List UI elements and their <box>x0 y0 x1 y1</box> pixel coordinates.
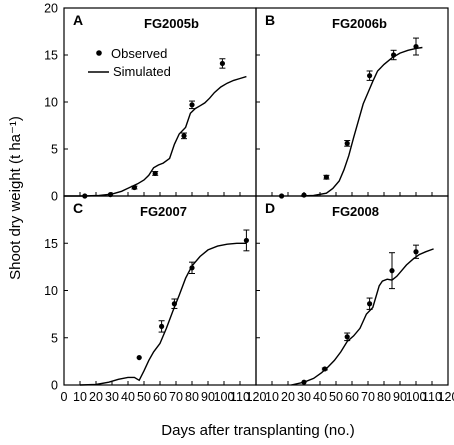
x-tick-label: 40 <box>121 390 135 404</box>
x-tick-label: 70 <box>361 390 375 404</box>
observed-point <box>323 174 329 180</box>
simulated-line <box>79 242 247 386</box>
x-tick-label: 50 <box>137 390 151 404</box>
x-tick-label: 10 <box>265 390 279 404</box>
panel-title: FG2008 <box>332 204 379 219</box>
x-tick-label: 60 <box>153 390 167 404</box>
panel-frame <box>63 195 257 386</box>
x-tick-label: 100 <box>214 390 235 404</box>
observed-point <box>243 237 249 244</box>
panel-title: FG2005b <box>144 16 199 31</box>
observed-point <box>189 265 195 271</box>
legend-simulated-label: Simulated <box>113 64 171 79</box>
observed-point <box>219 60 225 67</box>
y-tick-label: 5 <box>51 331 58 345</box>
x-tick-label: 60 <box>345 390 359 404</box>
x-tick-label: 110 <box>230 390 250 404</box>
observed-point <box>152 170 158 177</box>
observed-point <box>322 366 328 372</box>
y-tick-label: 20 <box>44 2 58 16</box>
x-tick-label: 30 <box>297 390 311 404</box>
observed-point <box>171 301 177 307</box>
panel-frame <box>255 7 449 197</box>
y-tick-label: 0 <box>51 190 58 204</box>
observed-point <box>367 73 373 79</box>
x-tick-label: 40 <box>313 390 327 404</box>
legend: Observed Simulated <box>88 46 171 79</box>
observed-point <box>344 140 350 146</box>
x-tick-label: 0 <box>61 390 68 404</box>
panel-frame <box>255 195 449 386</box>
observed-point <box>389 268 395 274</box>
panel-frame <box>63 7 257 197</box>
panels: 0 5 10 15 20 A FG2005b Observed Simulated B FG2006… <box>44 2 454 405</box>
x-tick-label: 20 <box>281 390 295 404</box>
x-tick-label: 80 <box>185 390 199 404</box>
y-tick-label: 10 <box>44 284 58 298</box>
x-axis-title: Days after transplanting (no.) <box>161 422 354 439</box>
x-tick-label: 20 <box>89 390 103 404</box>
panel-letter: A <box>73 12 83 28</box>
x-tick-label: 80 <box>377 390 391 404</box>
panel-title: FG2007 <box>140 204 187 219</box>
x-tick-label: 100 <box>406 390 427 404</box>
y-tick-label: 0 <box>51 379 58 393</box>
simulated-line <box>64 75 247 197</box>
x-tick-label: 10 <box>73 390 87 404</box>
x-tick-label: 120 <box>246 390 267 404</box>
panel-b: B FG2006b <box>255 7 449 199</box>
observed-point <box>367 301 373 307</box>
observed-point <box>413 249 419 255</box>
y-tick-label: 15 <box>44 49 58 63</box>
x-tick-label: 30 <box>105 390 119 404</box>
observed-point <box>344 334 350 340</box>
observed-point <box>189 102 195 108</box>
panel-a: 0 5 10 15 20 A FG2005b Observed Simulated <box>44 2 257 204</box>
x-tick-label: 110 <box>422 390 442 404</box>
x-tick-label: 50 <box>329 390 343 404</box>
observed-point <box>301 379 307 385</box>
x-tick-label: 90 <box>393 390 407 404</box>
observed-point <box>413 43 419 50</box>
panel-letter: C <box>73 200 83 216</box>
panel-letter: B <box>265 12 275 28</box>
simulated-line <box>300 46 423 197</box>
x-tick-label: 120 <box>438 390 454 404</box>
x-tick-label: 70 <box>169 390 183 404</box>
panel-letter: D <box>265 200 275 216</box>
observed-point <box>301 192 307 198</box>
y-tick-label: 10 <box>44 96 58 110</box>
y-axis-title: Shoot dry weight (t ha⁻¹) <box>7 116 24 280</box>
legend-observed-label: Observed <box>111 46 167 61</box>
panel-title: FG2006b <box>332 16 387 31</box>
x-tick-label: 90 <box>201 390 215 404</box>
observed-point <box>131 184 137 191</box>
y-tick-label: 5 <box>51 143 58 157</box>
observed-point <box>136 354 142 361</box>
simulated-line <box>291 248 434 386</box>
y-tick-label: 15 <box>44 237 58 251</box>
observed-point <box>159 323 165 330</box>
observed-point <box>181 133 187 139</box>
legend-observed-marker <box>96 50 102 56</box>
observed-point <box>391 52 397 58</box>
